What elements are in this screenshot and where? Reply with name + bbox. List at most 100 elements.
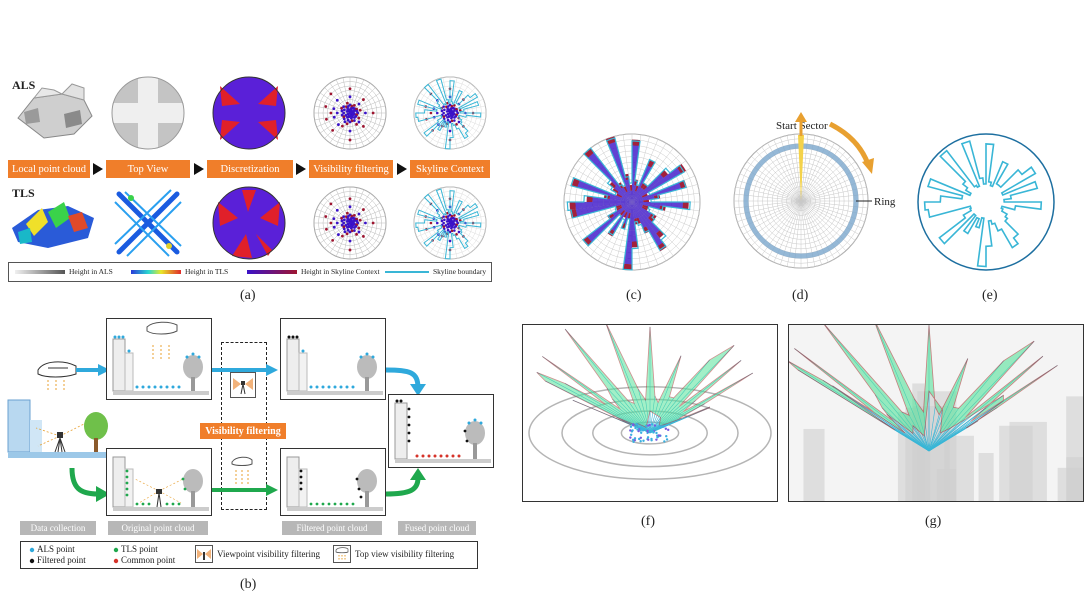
- context-cell: [627, 212, 631, 219]
- context-point: [346, 112, 350, 116]
- context-cell: [632, 202, 637, 207]
- context-cell: [642, 197, 649, 201]
- context-point: [457, 120, 461, 124]
- skyline-ray: [891, 419, 930, 452]
- filtered-als-box: [280, 318, 386, 400]
- context-point: [342, 215, 346, 219]
- arrow-right-icon: [93, 163, 103, 175]
- point-cloud-dot: [655, 431, 658, 435]
- caption-a: (a): [240, 288, 256, 303]
- context-cell: [676, 202, 683, 209]
- stage-label-filtered-point-cloud: Filtered point cloud: [282, 521, 382, 535]
- context-point: [448, 129, 452, 133]
- context-point: [355, 232, 358, 236]
- point-cloud-dot: [664, 427, 668, 430]
- legend-common-point: Common point: [121, 555, 176, 565]
- building-silhouette: [936, 469, 957, 501]
- context-cell: [603, 202, 610, 206]
- context-cell: [629, 185, 632, 191]
- context-cell: [638, 216, 644, 223]
- context-point: [348, 239, 352, 243]
- context-cell: [648, 202, 655, 205]
- legend-skyline-boundary: Skyline boundary: [433, 267, 487, 276]
- context-cell: [637, 210, 643, 217]
- context-point: [364, 221, 367, 225]
- context-cell: [632, 202, 635, 208]
- context-cell: [633, 207, 637, 213]
- context-cell: [632, 156, 638, 163]
- context-cell: [609, 199, 616, 202]
- context-cell: [623, 263, 632, 270]
- context-point: [346, 228, 350, 232]
- context-point: [357, 116, 361, 120]
- context-point: [364, 111, 367, 115]
- context-point: [342, 111, 346, 115]
- stage-label-top-view: Top View: [106, 160, 190, 178]
- context-point: [453, 107, 456, 110]
- context-point: [371, 221, 375, 225]
- point-cloud-dot: [644, 424, 648, 428]
- point-cloud-dot: [632, 424, 635, 427]
- point-cloud-dot: [641, 429, 645, 432]
- context-cell: [629, 202, 632, 208]
- visibility-filtering-label: Visibility filtering: [200, 423, 286, 439]
- context-point: [348, 230, 352, 234]
- context-cell: [622, 195, 628, 200]
- context-cell: [614, 219, 621, 227]
- context-point: [332, 217, 336, 221]
- point-cloud-dot: [646, 436, 650, 439]
- als-skyline-context-chart: [413, 76, 487, 150]
- context-cell: [615, 203, 622, 207]
- context-cell: [600, 222, 608, 231]
- context-point: [332, 225, 336, 229]
- context-cell: [630, 190, 632, 197]
- dot-icon-red: [113, 558, 119, 564]
- context-cell: [636, 196, 643, 200]
- context-cell: [682, 202, 689, 210]
- context-cell: [592, 202, 599, 208]
- context-point: [452, 110, 455, 114]
- context-point: [442, 105, 445, 108]
- context-cell: [632, 202, 638, 205]
- point-cloud-dot: [639, 429, 642, 432]
- skyline-3d-perspective-view: [528, 325, 772, 480]
- arrow-right-icon: [296, 163, 306, 175]
- context-point: [332, 107, 336, 111]
- context-point: [429, 221, 433, 225]
- caption-f: (f): [641, 514, 655, 529]
- context-cell: [619, 188, 626, 194]
- context-cell: [632, 213, 635, 219]
- context-cell: [631, 196, 632, 202]
- context-point: [357, 212, 361, 216]
- context-cell: [632, 151, 639, 158]
- topview-filter-icon: [333, 545, 351, 563]
- context-point: [440, 219, 444, 223]
- context-cell: [626, 199, 632, 202]
- context-point: [362, 235, 365, 238]
- context-cell: [645, 218, 653, 225]
- context-cell: [644, 185, 650, 192]
- point-cloud-dot: [652, 431, 655, 434]
- context-point: [331, 238, 335, 242]
- context-cell: [637, 199, 644, 202]
- context-cell: [648, 204, 655, 208]
- context-cell: [615, 202, 621, 205]
- context-point: [352, 110, 355, 114]
- point-cloud-dot: [631, 429, 634, 432]
- context-cell: [643, 199, 649, 202]
- context-cell: [660, 169, 668, 178]
- context-cell: [638, 188, 645, 194]
- context-cell: [621, 196, 628, 200]
- context-point: [348, 197, 352, 201]
- context-cell: [626, 202, 632, 205]
- context-cell: [628, 197, 632, 202]
- scene-illustration: [7, 399, 108, 458]
- context-cell: [609, 204, 616, 208]
- context-cell: [636, 186, 641, 193]
- context-point: [444, 114, 448, 117]
- context-cell: [623, 193, 628, 199]
- context-point: [446, 112, 450, 116]
- dot-icon-green: [113, 547, 119, 553]
- context-cell: [637, 203, 643, 207]
- context-point: [349, 226, 353, 230]
